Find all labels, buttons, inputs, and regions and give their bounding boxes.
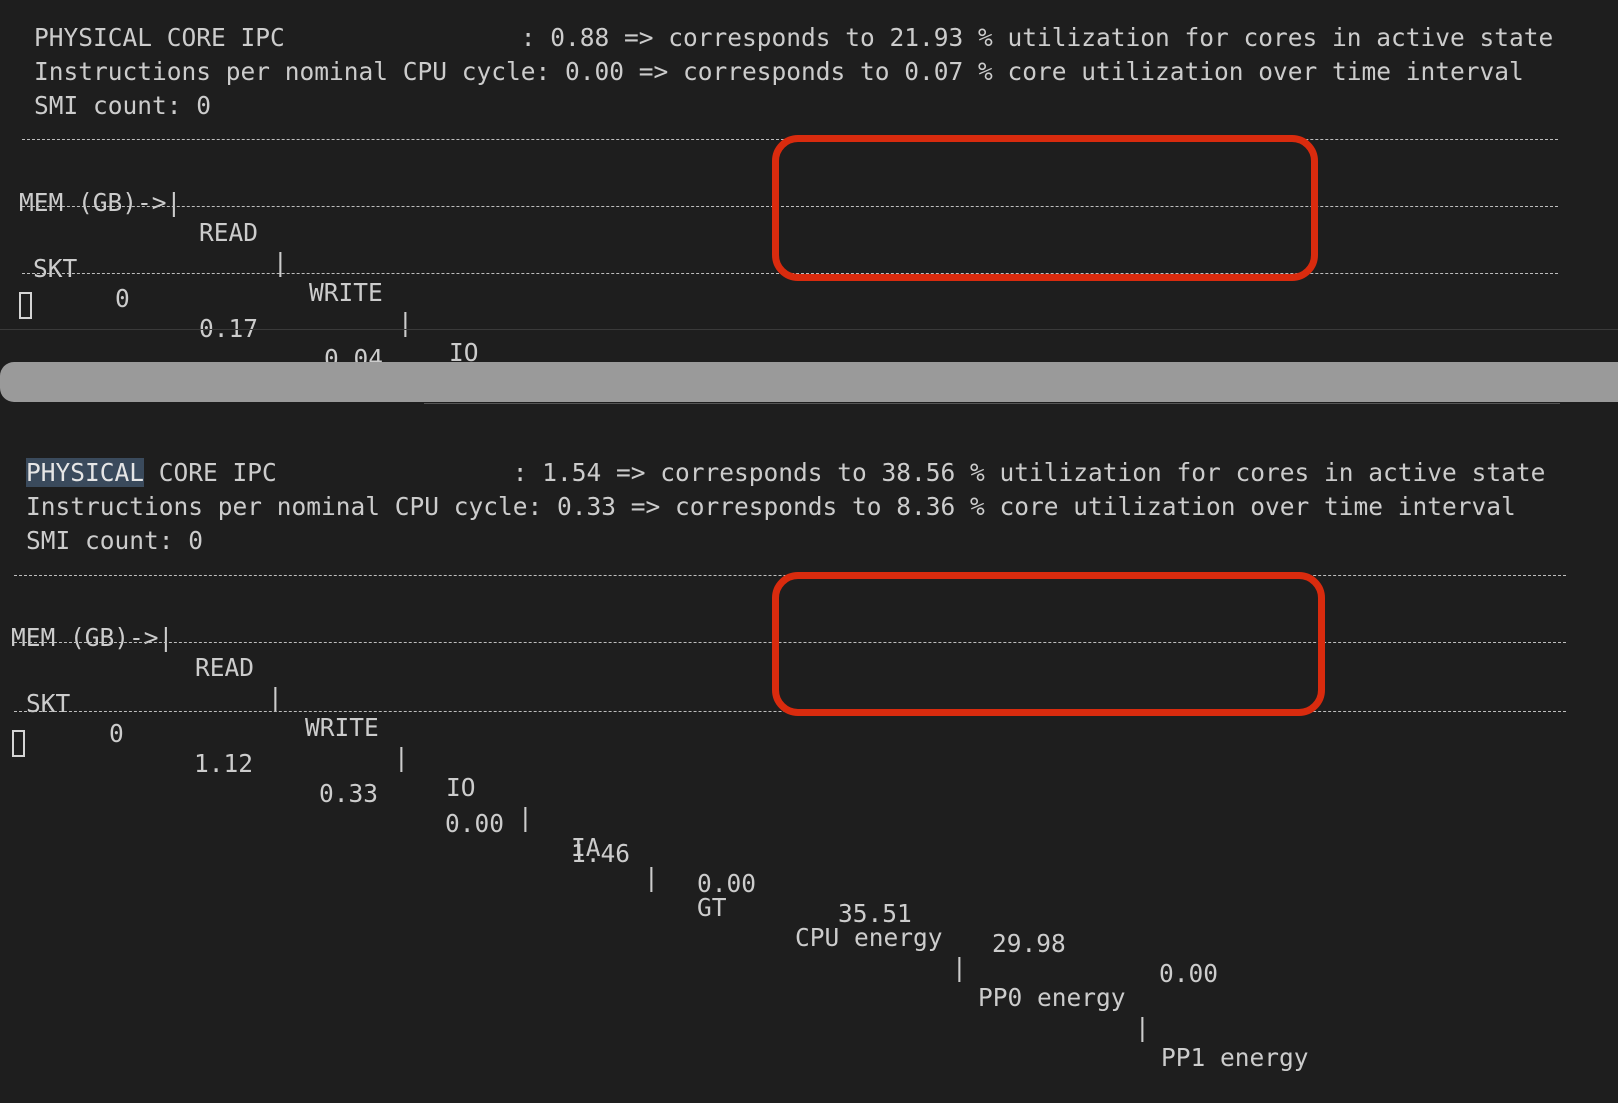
cell-read: 1.12	[194, 749, 254, 778]
ipc-label: PHYSICAL CORE IPC	[34, 23, 285, 52]
cell-pp1-energy: 0.00	[1159, 959, 1219, 988]
separator-line	[22, 206, 1558, 207]
cell-socket: SKT	[26, 689, 71, 718]
energy-highlight-box	[772, 572, 1325, 716]
col-mem: MEM (GB)->|	[11, 623, 174, 652]
col-sep: |	[644, 863, 659, 892]
table-header: MEM (GB)->| READ | WRITE | IO | IA | GT …	[11, 593, 1309, 1072]
cell-socket: SKT	[33, 254, 78, 283]
col-pp1-energy: PP1 energy	[1161, 1043, 1309, 1072]
ipc-value: : 0.88 => corresponds to 21.93 % utiliza…	[520, 23, 1554, 52]
instructions-line: Instructions per nominal CPU cycle: 0.00…	[34, 57, 1524, 86]
cell-index: 0	[115, 284, 130, 313]
table-row: SKT 0 0.17 0.04 0.00 0.22 0.00 5.99 0.45…	[19, 224, 1216, 553]
cell-index: 0	[109, 719, 124, 748]
cell-read: 0.17	[199, 314, 259, 343]
cell-gt: 0.00	[697, 869, 757, 898]
col-io: IO	[446, 773, 476, 802]
table-row: SKT 0 1.12 0.33 0.00 1.46 0.00 35.51 29.…	[11, 659, 1218, 988]
col-sep: |	[398, 308, 413, 337]
col-read: READ	[199, 218, 259, 247]
ipc-line: PHYSICAL CORE IPC : 1.54 => corresponds …	[26, 458, 1545, 488]
cell-pp0-energy: 29.98	[992, 929, 1066, 958]
instructions-line: Instructions per nominal CPU cycle: 0.33…	[26, 492, 1516, 521]
cell-cpu-energy: 35.51	[838, 899, 912, 928]
col-pp0-energy: PP0 energy	[978, 983, 1126, 1012]
col-sep: |	[268, 683, 283, 712]
col-read: READ	[195, 653, 255, 682]
terminal-cursor	[12, 730, 25, 757]
energy-highlight-box	[772, 135, 1318, 281]
smi-count: SMI count: 0	[34, 91, 212, 120]
col-sep: |	[394, 743, 409, 772]
smi-count: SMI count: 0	[26, 526, 204, 555]
separator-line	[14, 642, 1566, 643]
terminal-pane-bottom[interactable]: PHYSICAL CORE IPC : 1.54 => corresponds …	[0, 404, 1618, 1072]
cell-write: 0.33	[319, 779, 379, 808]
col-write: WRITE	[305, 713, 379, 742]
terminal-pane-top[interactable]: PHYSICAL CORE IPC : 0.88 => corresponds …	[0, 0, 1618, 637]
ipc-label: CORE IPC	[144, 458, 277, 487]
col-sep: |	[952, 953, 967, 982]
ipc-line: PHYSICAL CORE IPC : 0.88 => corresponds …	[34, 23, 1553, 53]
cell-ia: 1.46	[571, 839, 631, 868]
terminal-cursor	[19, 292, 32, 319]
ipc-value: : 1.54 => corresponds to 38.56 % utiliza…	[512, 458, 1546, 487]
col-mem: MEM (GB)->|	[19, 188, 182, 217]
selected-text: PHYSICAL	[26, 458, 145, 487]
col-sep: |	[518, 803, 533, 832]
cell-io: 0.00	[445, 809, 505, 838]
pane-splitter[interactable]	[0, 362, 1618, 402]
pane-divider	[0, 329, 1618, 330]
table-header: MEM (GB)->| READ | WRITE | IO | IA | GT …	[19, 158, 1304, 637]
col-write: WRITE	[309, 278, 383, 307]
col-sep: |	[273, 248, 288, 277]
col-sep: |	[1135, 1013, 1150, 1042]
